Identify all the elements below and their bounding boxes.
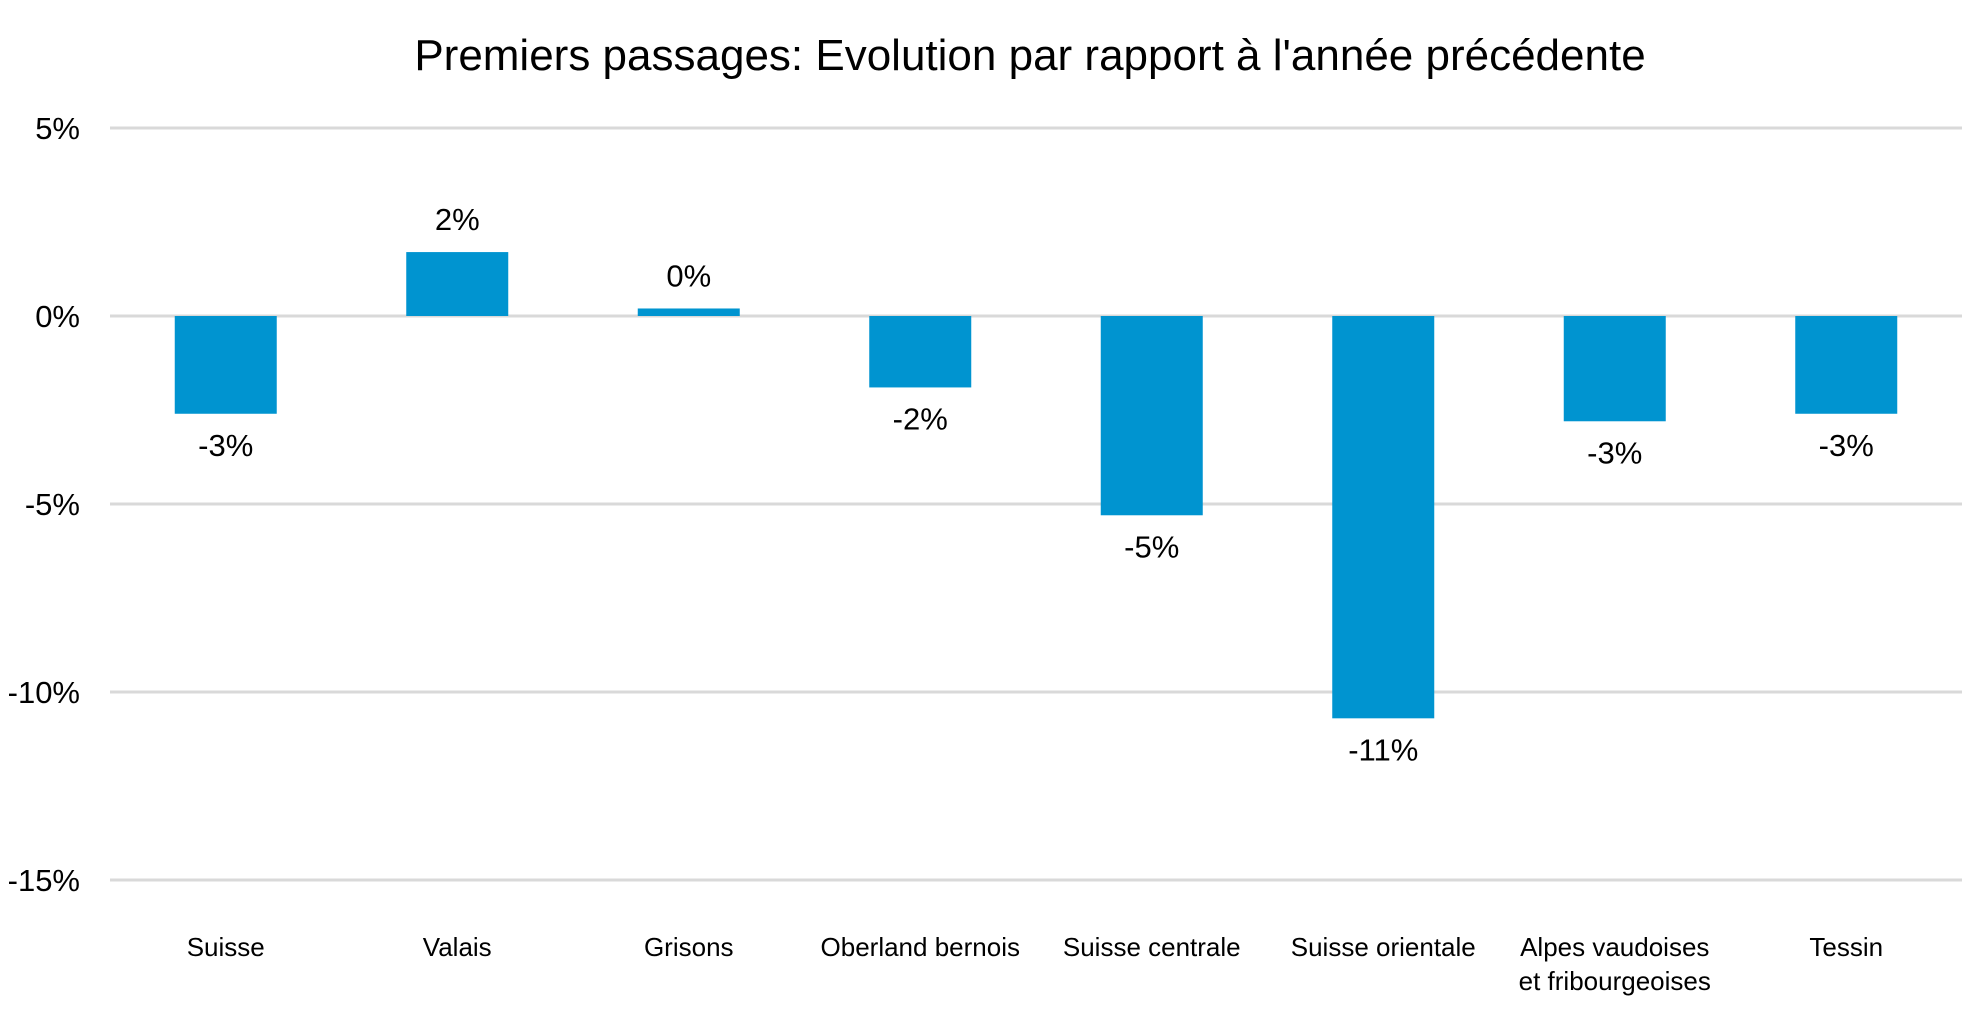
bar — [869, 316, 972, 388]
y-axis-tick-labels: 5% 0% -5% -10% -15% — [8, 111, 80, 898]
y-tick-label: -5% — [25, 487, 80, 522]
data-label: 0% — [666, 258, 711, 293]
data-label: -2% — [893, 401, 948, 436]
bar — [406, 252, 509, 316]
y-tick-label: 0% — [35, 299, 80, 334]
data-label: -5% — [1124, 529, 1179, 564]
x-tick-label: Tessin — [1809, 932, 1883, 962]
gridlines — [110, 126, 1962, 882]
bar — [1563, 316, 1666, 422]
x-tick-label: Suisse centrale — [1063, 932, 1241, 962]
data-label: -11% — [1348, 732, 1418, 767]
bar — [1100, 316, 1203, 516]
bar — [1332, 316, 1435, 719]
y-tick-label: -10% — [8, 675, 80, 710]
x-tick-label: Grisons — [644, 932, 734, 962]
x-tick-label: Valais — [423, 932, 492, 962]
data-label: -3% — [1587, 435, 1642, 470]
x-tick-label: Oberland bernois — [821, 932, 1020, 962]
x-tick-label: Alpes vaudoises et fribourgeoises — [1519, 932, 1711, 996]
data-label: -3% — [198, 428, 253, 463]
data-label: 2% — [435, 202, 480, 237]
y-tick-label: -15% — [8, 863, 80, 898]
data-labels: -3% 2% 0% -2% -5% -11% -3% -3% — [198, 202, 1874, 767]
y-tick-label: 5% — [35, 111, 80, 146]
chart-title: Premiers passages: Evolution par rapport… — [414, 31, 1645, 80]
x-tick-label: Suisse — [187, 932, 265, 962]
bar — [637, 308, 740, 316]
bars — [174, 252, 1898, 719]
x-tick-label: Suisse orientale — [1291, 932, 1476, 962]
x-axis-tick-labels: Suisse Valais Grisons Oberland bernois Suiss… — [187, 932, 1883, 996]
data-label: -3% — [1819, 428, 1874, 463]
bar — [174, 316, 277, 414]
bar — [1795, 316, 1898, 414]
